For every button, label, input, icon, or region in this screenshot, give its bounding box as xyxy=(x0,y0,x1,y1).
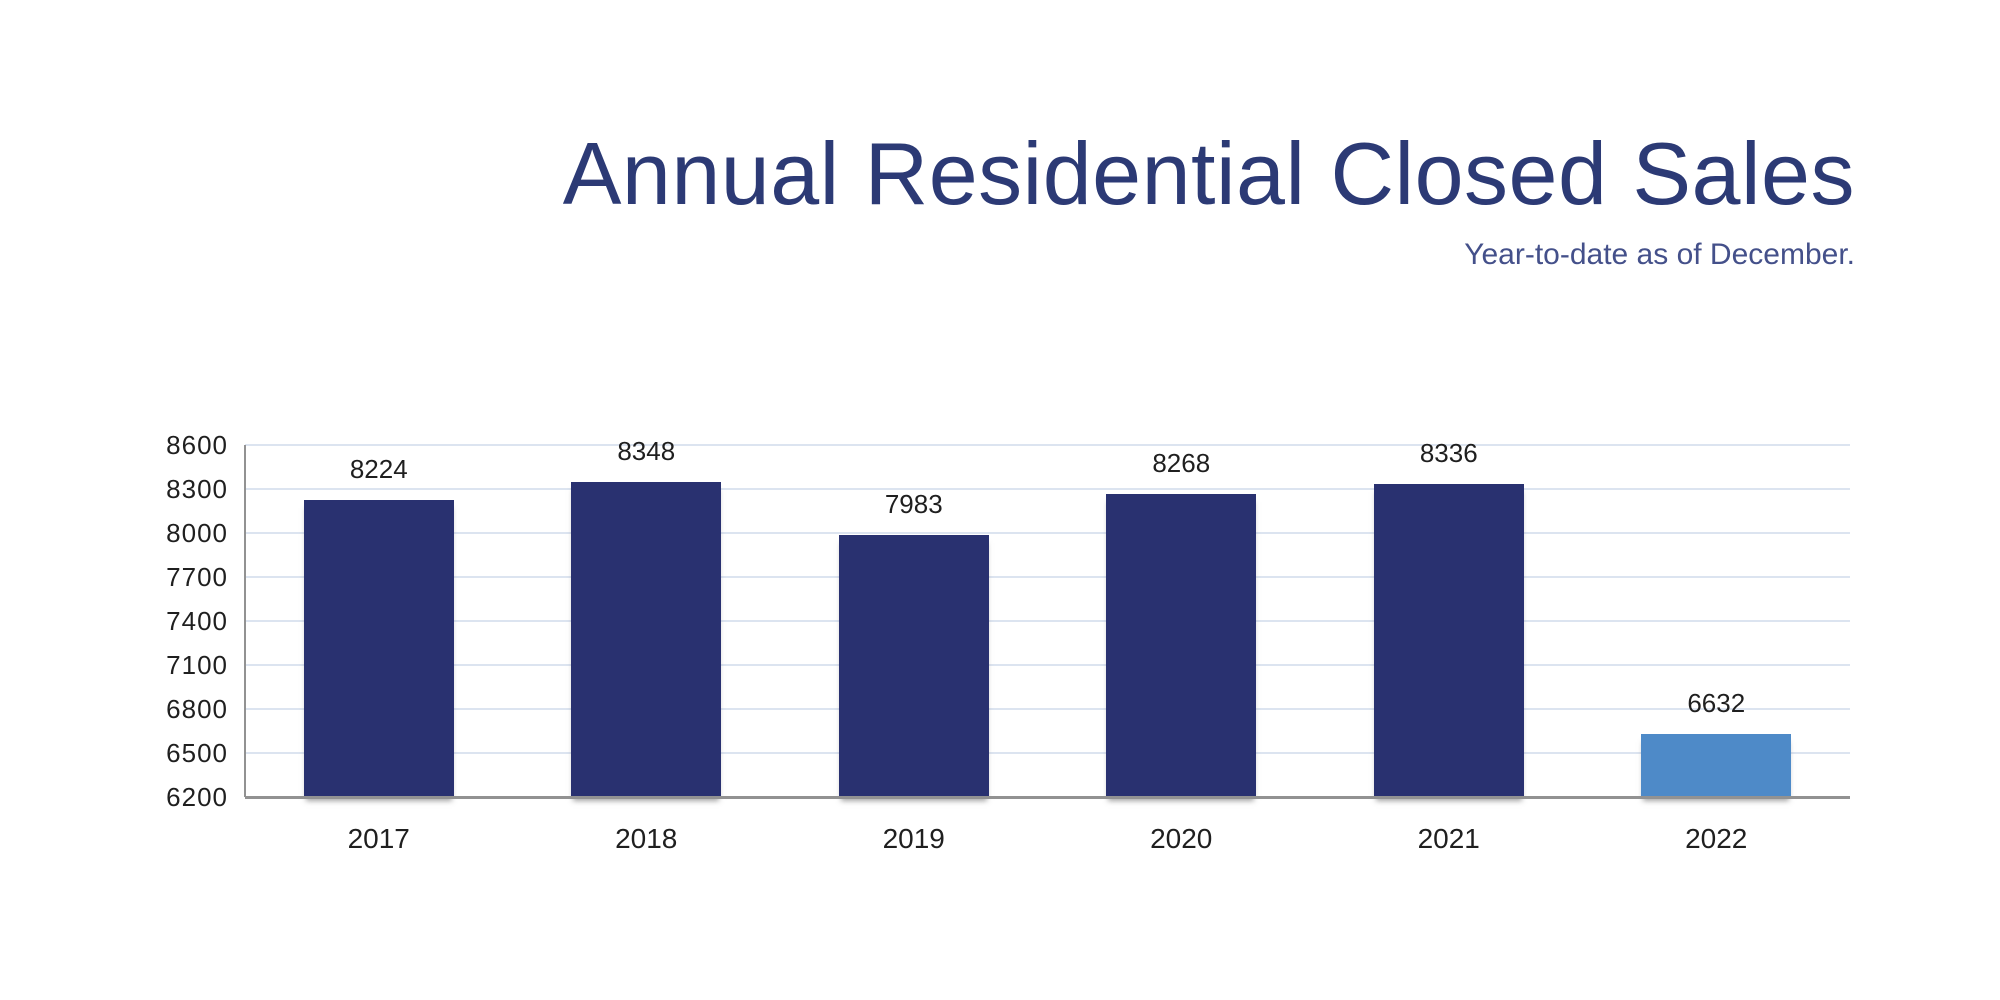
gridline xyxy=(245,532,1850,534)
bar-value-label: 8268 xyxy=(1152,447,1211,478)
x-tick-label: 2021 xyxy=(1417,823,1480,854)
x-tick-label: 2022 xyxy=(1685,823,1748,854)
x-tick-label: 2018 xyxy=(615,823,678,854)
gridline xyxy=(245,752,1850,754)
bar-value-label: 8348 xyxy=(617,435,676,466)
bar-2022 xyxy=(1641,733,1792,797)
y-axis-line xyxy=(244,445,246,797)
x-tick-label: 2017 xyxy=(347,823,410,854)
y-tick-label: 8300 xyxy=(166,474,228,504)
bar-2021 xyxy=(1373,483,1524,797)
chart-title: Annual Residential Closed Sales xyxy=(562,124,1855,223)
bar-value-label: 8336 xyxy=(1419,437,1478,468)
y-tick-label: 7700 xyxy=(166,562,228,592)
gridline xyxy=(245,488,1850,490)
y-tick-label: 6200 xyxy=(166,782,228,812)
x-tick-label: 2019 xyxy=(882,823,945,854)
y-tick-label: 6800 xyxy=(166,694,228,724)
gridline xyxy=(245,708,1850,710)
bar-2018 xyxy=(571,481,722,797)
gridline xyxy=(245,444,1850,446)
bar-2019 xyxy=(838,535,989,797)
gridline xyxy=(245,620,1850,622)
bar-value-label: 7983 xyxy=(884,489,943,520)
bar-value-label: 6632 xyxy=(1687,687,1746,718)
y-tick-label: 7400 xyxy=(166,606,228,636)
x-axis-line xyxy=(245,796,1850,799)
y-tick-label: 6500 xyxy=(166,738,228,768)
y-tick-label: 7100 xyxy=(166,650,228,680)
chart-subtitle: Year-to-date as of December. xyxy=(1464,238,1855,272)
bar-2017 xyxy=(303,500,454,797)
bar-2020 xyxy=(1106,493,1257,797)
gridline xyxy=(245,664,1850,666)
chart-header: Annual Residential Closed Sales Year-to-… xyxy=(562,124,1855,272)
gridline xyxy=(245,576,1850,578)
x-tick-label: 2020 xyxy=(1150,823,1213,854)
bar-value-label: 8224 xyxy=(349,454,408,485)
y-tick-label: 8000 xyxy=(166,518,228,548)
y-tick-label: 8600 xyxy=(166,430,228,460)
